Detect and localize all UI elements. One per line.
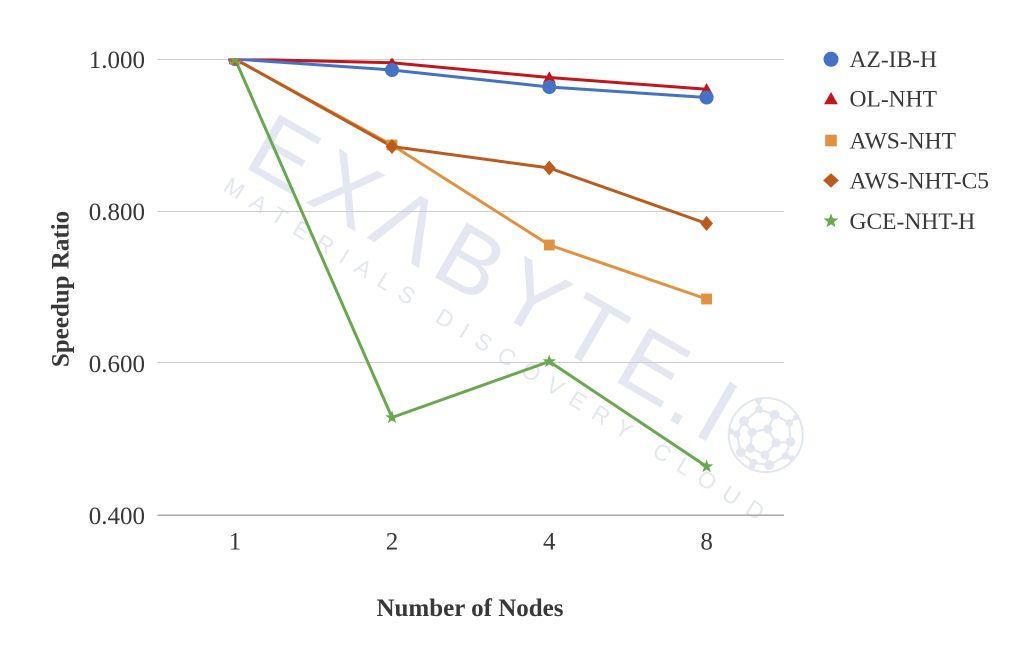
svg-text:OL-NHT: OL-NHT xyxy=(850,87,937,113)
svg-text:AWS-NHT: AWS-NHT xyxy=(850,128,956,154)
svg-text:AWS-NHT-C5: AWS-NHT-C5 xyxy=(850,168,990,194)
svg-text:1.000: 1.000 xyxy=(89,47,145,74)
svg-text:1: 1 xyxy=(229,529,242,556)
svg-text:0.600: 0.600 xyxy=(89,351,145,378)
svg-text:4: 4 xyxy=(543,529,556,556)
svg-text:Number of Nodes: Number of Nodes xyxy=(376,595,563,622)
svg-text:0.800: 0.800 xyxy=(89,199,145,226)
svg-text:8: 8 xyxy=(700,529,713,556)
svg-text:Speedup Ratio: Speedup Ratio xyxy=(48,211,75,367)
svg-text:GCE-NHT-H: GCE-NHT-H xyxy=(850,209,976,235)
svg-text:2: 2 xyxy=(386,529,399,556)
svg-text:EXΛBYTE: EXΛBYTE xyxy=(232,94,715,432)
svg-text:0.400: 0.400 xyxy=(89,503,145,530)
svg-text:AZ-IB-H: AZ-IB-H xyxy=(850,47,937,73)
